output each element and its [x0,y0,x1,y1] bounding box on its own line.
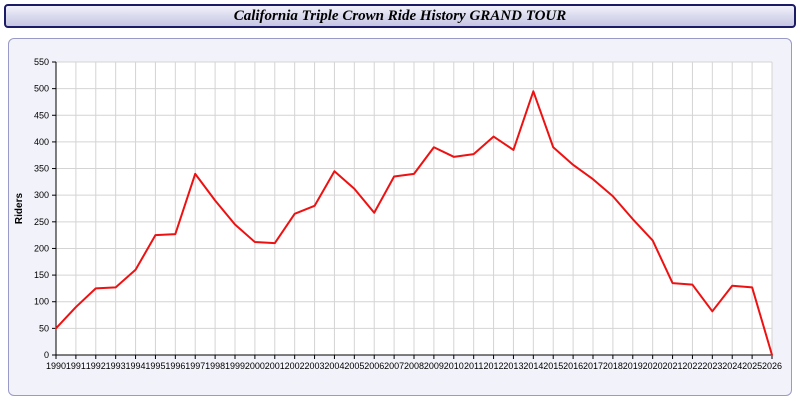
x-tick-label: 2009 [424,361,444,371]
x-tick-label: 2013 [503,361,523,371]
y-tick-label: 300 [34,190,49,200]
x-tick-label: 2026 [762,361,782,371]
chart-title-bar: California Triple Crown Ride History GRA… [4,4,796,28]
x-tick-label: 1995 [145,361,165,371]
x-tick-label: 1993 [106,361,126,371]
y-tick-label: 0 [44,350,49,360]
x-tick-label: 2023 [702,361,722,371]
y-tick-label: 50 [39,323,49,333]
x-tick-label: 2022 [682,361,702,371]
x-tick-label: 2001 [265,361,285,371]
x-tick-label: 2024 [722,361,742,371]
y-tick-label: 350 [34,164,49,174]
y-tick-label: 450 [34,110,49,120]
x-tick-label: 2017 [583,361,603,371]
x-tick-label: 2007 [384,361,404,371]
y-tick-label: 150 [34,270,49,280]
x-tick-label: 1997 [185,361,205,371]
x-tick-label: 2018 [603,361,623,371]
riders-line [55,90,773,356]
x-tick-label: 2015 [543,361,563,371]
x-tick-label: 2012 [484,361,504,371]
x-tick-label: 1999 [225,361,245,371]
x-tick-label: 2003 [305,361,325,371]
y-tick-label: 550 [34,57,49,67]
x-tick-label: 2011 [464,361,483,371]
y-tick-label: 500 [34,84,49,94]
x-tick-label: 2021 [663,361,683,371]
x-tick-label: 2000 [245,361,265,371]
x-tick-label: 1994 [126,361,146,371]
y-tick-label: 400 [34,137,49,147]
x-tick-label: 2025 [742,361,762,371]
y-tick-label: 200 [34,243,49,253]
x-tick-label: 2002 [285,361,305,371]
chart-panel: 0 50 100 150 200 250 300 350 400 450 500 550 1990 199… [8,38,792,396]
x-tick-label: 2006 [364,361,384,371]
x-tick-label: 1991 [66,361,86,371]
x-tick-label: 2019 [623,361,643,371]
x-tick-label: 2008 [404,361,424,371]
x-tick-label: 2020 [643,361,663,371]
x-tick-label: 2010 [444,361,464,371]
x-tick-label: 2014 [523,361,543,371]
x-tick-label: 2016 [563,361,583,371]
x-tick-label: 1992 [86,361,106,371]
y-tick-label: 100 [34,297,49,307]
x-tick-label: 1990 [46,361,66,371]
x-tick-label: 2004 [324,361,344,371]
x-tick-label: 2005 [344,361,364,371]
x-tick-label: 1996 [165,361,185,371]
x-tick-label: 1998 [205,361,225,371]
y-tick-label: 250 [34,217,49,227]
y-axis-label: Riders [14,193,25,225]
chart-title: California Triple Crown Ride History GRA… [233,7,567,24]
